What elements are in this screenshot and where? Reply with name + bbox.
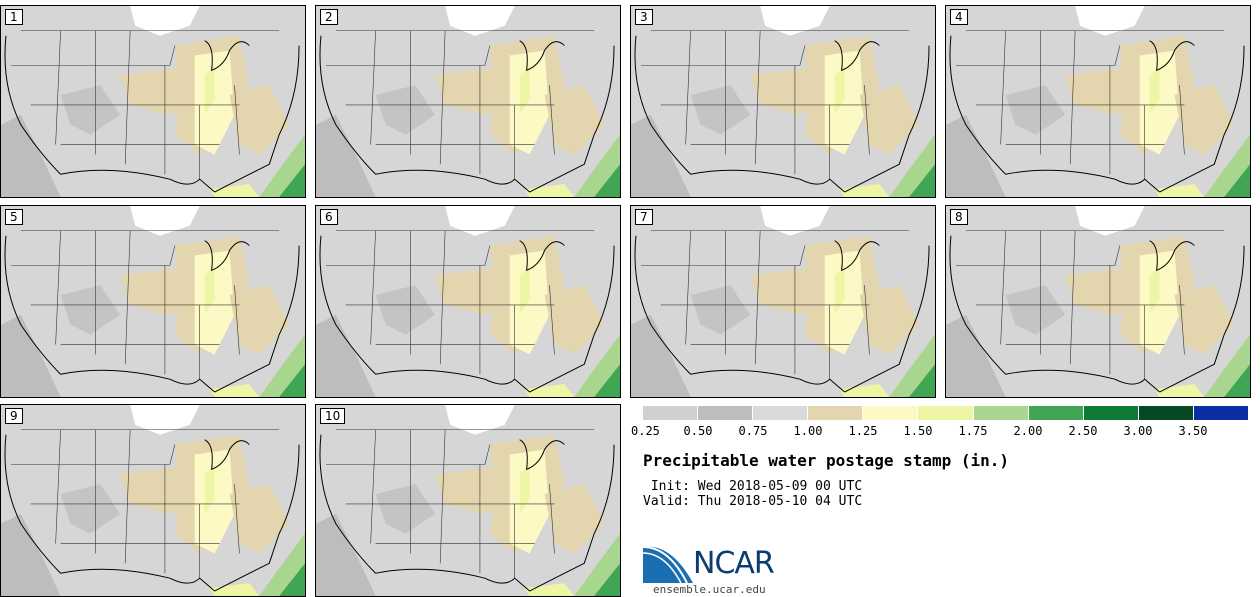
- colorbar-swatch: [643, 406, 699, 420]
- colorbar-tick-label: 1.75: [958, 424, 988, 438]
- stamp-panel: 7: [630, 205, 936, 398]
- colorbar: [643, 406, 1249, 420]
- colorbar-tick-label: 3.50: [1178, 424, 1208, 438]
- member-number: 10: [320, 408, 346, 424]
- colorbar-swatch: [698, 406, 754, 420]
- init-time: Init: Wed 2018-05-09 00 UTC: [643, 479, 863, 494]
- colorbar-tick-label: 0.75: [738, 424, 768, 438]
- ncar-logo-icon: [643, 546, 693, 584]
- colorbar-tick-label: 0.50: [683, 424, 713, 438]
- stamp-panel: 8: [945, 205, 1251, 398]
- member-number: 1: [5, 9, 23, 25]
- map-svg: [631, 6, 935, 197]
- colorbar-swatch: [753, 406, 809, 420]
- map-svg: [316, 6, 620, 197]
- colorbar-swatch: [1138, 406, 1194, 420]
- stamp-panel: 1: [0, 5, 306, 198]
- map-svg: [946, 206, 1250, 397]
- stamp-panel: 6: [315, 205, 621, 398]
- stamp-panel: 10: [315, 404, 621, 597]
- colorbar-swatch: [1193, 406, 1249, 420]
- colorbar-tick-label: 1.50: [903, 424, 933, 438]
- member-number: 5: [5, 209, 23, 225]
- colorbar-tick-label: 1.25: [848, 424, 878, 438]
- map-svg: [631, 206, 935, 397]
- member-number: 6: [320, 209, 338, 225]
- colorbar-swatch: [1028, 406, 1084, 420]
- map-svg: [1, 206, 305, 397]
- colorbar-swatch: [918, 406, 974, 420]
- colorbar-tick-label: 2.50: [1068, 424, 1098, 438]
- plot-title: Precipitable water postage stamp (in.): [643, 451, 1010, 470]
- colorbar-tick-label: 0.25: [631, 424, 660, 438]
- stamp-panel: 4: [945, 5, 1251, 198]
- map-svg: [946, 6, 1250, 197]
- colorbar-swatch: [808, 406, 864, 420]
- map-svg: [316, 206, 620, 397]
- map-svg: [1, 405, 305, 596]
- valid-time: Valid: Thu 2018-05-10 04 UTC: [643, 494, 863, 509]
- member-number: 7: [635, 209, 653, 225]
- ncar-logo-text: NCAR: [693, 546, 775, 581]
- member-number: 3: [635, 9, 653, 25]
- colorbar-swatch: [863, 406, 919, 420]
- map-svg: [1, 6, 305, 197]
- member-number: 9: [5, 408, 23, 424]
- colorbar-tick-label: 1.00: [793, 424, 823, 438]
- member-number: 4: [950, 9, 968, 25]
- colorbar-swatch: [973, 406, 1029, 420]
- stamp-panel: 2: [315, 5, 621, 198]
- colorbar-tick-label: 2.00: [1013, 424, 1043, 438]
- colorbar-tick-label: 3.00: [1123, 424, 1153, 438]
- stamp-panel: 9: [0, 404, 306, 597]
- colorbar-swatch: [1083, 406, 1139, 420]
- map-svg: [316, 405, 620, 596]
- stamp-panel: 5: [0, 205, 306, 398]
- member-number: 2: [320, 9, 338, 25]
- member-number: 8: [950, 209, 968, 225]
- logo-url: ensemble.ucar.edu: [653, 583, 766, 596]
- stamp-panel: 3: [630, 5, 936, 198]
